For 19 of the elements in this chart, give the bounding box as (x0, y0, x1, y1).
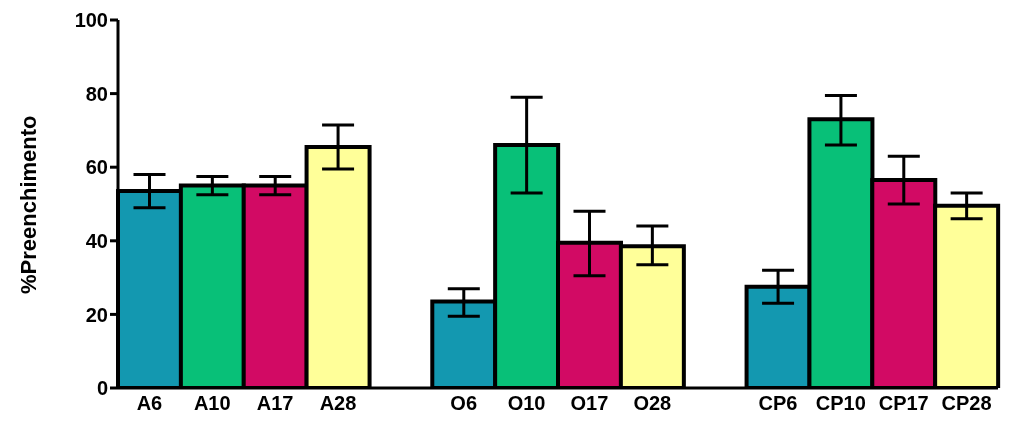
y-tick-label: 40 (85, 229, 108, 252)
y-tick-label: 0 (96, 377, 108, 400)
x-tick-label: O10 (507, 392, 546, 415)
y-tick-label: 80 (85, 82, 108, 105)
y-tick-label: 100 (74, 9, 108, 32)
x-tick-label: O6 (450, 392, 478, 415)
x-tick-label: CP10 (815, 392, 866, 415)
x-tick-label: A10 (193, 392, 231, 415)
x-tick-label: CP28 (941, 392, 992, 415)
y-tick-label: 20 (85, 303, 108, 326)
y-tick-label: 60 (85, 156, 108, 179)
x-tick-label: A28 (319, 392, 357, 415)
x-tick-label: A6 (136, 392, 163, 415)
x-tick-label: CP6 (758, 392, 798, 415)
x-tick-label: CP17 (878, 392, 929, 415)
x-tick-label: O28 (633, 392, 672, 415)
y-axis-title: %Preenchimento (15, 115, 41, 294)
x-tick-label: O17 (570, 392, 609, 415)
x-tick-label: A17 (256, 392, 294, 415)
